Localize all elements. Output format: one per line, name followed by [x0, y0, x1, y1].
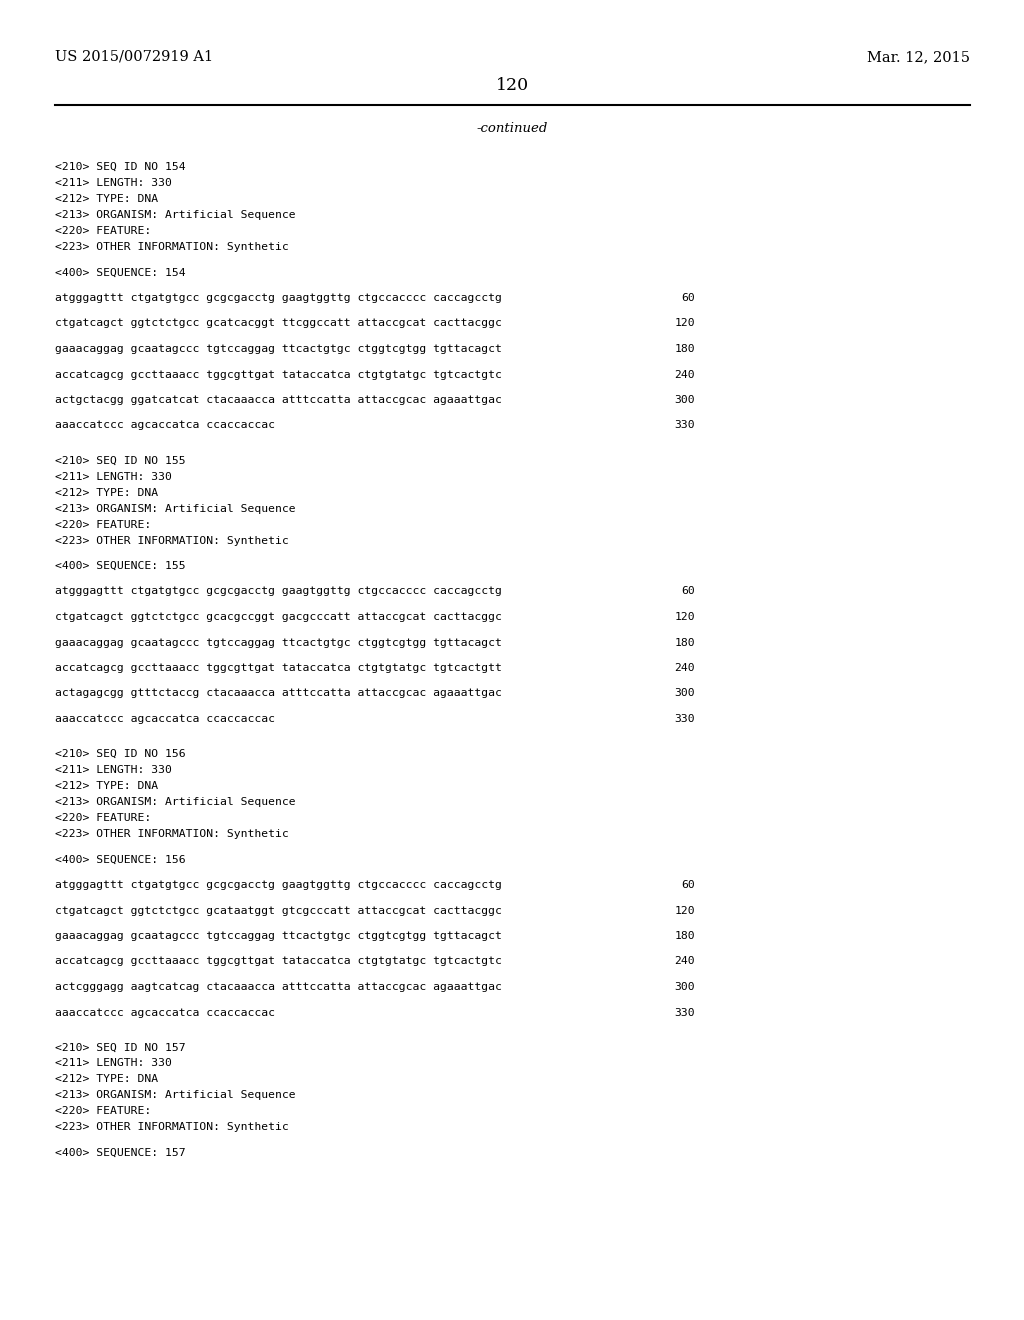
- Text: 240: 240: [675, 957, 695, 966]
- Text: ctgatcagct ggtctctgcc gcacgccggt gacgcccatt attaccgcat cacttacggc: ctgatcagct ggtctctgcc gcacgccggt gacgccc…: [55, 612, 502, 622]
- Text: 300: 300: [675, 689, 695, 698]
- Text: <400> SEQUENCE: 154: <400> SEQUENCE: 154: [55, 268, 185, 277]
- Text: actagagcgg gtttctaccg ctacaaacca atttccatta attaccgcac agaaattgac: actagagcgg gtttctaccg ctacaaacca atttcca…: [55, 689, 502, 698]
- Text: <223> OTHER INFORMATION: Synthetic: <223> OTHER INFORMATION: Synthetic: [55, 829, 289, 840]
- Text: accatcagcg gccttaaacc tggcgttgat tataccatca ctgtgtatgc tgtcactgtc: accatcagcg gccttaaacc tggcgttgat tatacca…: [55, 957, 502, 966]
- Text: aaaccatccc agcaccatca ccaccaccac: aaaccatccc agcaccatca ccaccaccac: [55, 714, 275, 723]
- Text: gaaacaggag gcaatagccc tgtccaggag ttcactgtgc ctggtcgtgg tgttacagct: gaaacaggag gcaatagccc tgtccaggag ttcactg…: [55, 638, 502, 648]
- Text: 300: 300: [675, 982, 695, 993]
- Text: 330: 330: [675, 421, 695, 430]
- Text: <213> ORGANISM: Artificial Sequence: <213> ORGANISM: Artificial Sequence: [55, 797, 296, 807]
- Text: <220> FEATURE:: <220> FEATURE:: [55, 226, 152, 236]
- Text: <212> TYPE: DNA: <212> TYPE: DNA: [55, 487, 158, 498]
- Text: <212> TYPE: DNA: <212> TYPE: DNA: [55, 194, 158, 205]
- Text: accatcagcg gccttaaacc tggcgttgat tataccatca ctgtgtatgc tgtcactgtc: accatcagcg gccttaaacc tggcgttgat tatacca…: [55, 370, 502, 380]
- Text: aaaccatccc agcaccatca ccaccaccac: aaaccatccc agcaccatca ccaccaccac: [55, 1007, 275, 1018]
- Text: <223> OTHER INFORMATION: Synthetic: <223> OTHER INFORMATION: Synthetic: [55, 536, 289, 545]
- Text: -continued: -continued: [476, 121, 548, 135]
- Text: 240: 240: [675, 663, 695, 673]
- Text: <211> LENGTH: 330: <211> LENGTH: 330: [55, 766, 172, 775]
- Text: <220> FEATURE:: <220> FEATURE:: [55, 813, 152, 822]
- Text: 240: 240: [675, 370, 695, 380]
- Text: <400> SEQUENCE: 157: <400> SEQUENCE: 157: [55, 1148, 185, 1158]
- Text: actcgggagg aagtcatcag ctacaaacca atttccatta attaccgcac agaaattgac: actcgggagg aagtcatcag ctacaaacca atttcca…: [55, 982, 502, 993]
- Text: 180: 180: [675, 931, 695, 941]
- Text: 60: 60: [681, 586, 695, 597]
- Text: ctgatcagct ggtctctgcc gcataatggt gtcgcccatt attaccgcat cacttacggc: ctgatcagct ggtctctgcc gcataatggt gtcgccc…: [55, 906, 502, 916]
- Text: <211> LENGTH: 330: <211> LENGTH: 330: [55, 471, 172, 482]
- Text: 60: 60: [681, 880, 695, 890]
- Text: atgggagttt ctgatgtgcc gcgcgacctg gaagtggttg ctgccacccc caccagcctg: atgggagttt ctgatgtgcc gcgcgacctg gaagtgg…: [55, 586, 502, 597]
- Text: 60: 60: [681, 293, 695, 304]
- Text: <213> ORGANISM: Artificial Sequence: <213> ORGANISM: Artificial Sequence: [55, 210, 296, 220]
- Text: <210> SEQ ID NO 157: <210> SEQ ID NO 157: [55, 1043, 185, 1052]
- Text: <210> SEQ ID NO 155: <210> SEQ ID NO 155: [55, 455, 185, 466]
- Text: <223> OTHER INFORMATION: Synthetic: <223> OTHER INFORMATION: Synthetic: [55, 242, 289, 252]
- Text: US 2015/0072919 A1: US 2015/0072919 A1: [55, 50, 213, 63]
- Text: <400> SEQUENCE: 155: <400> SEQUENCE: 155: [55, 561, 185, 572]
- Text: <213> ORGANISM: Artificial Sequence: <213> ORGANISM: Artificial Sequence: [55, 503, 296, 513]
- Text: 120: 120: [675, 906, 695, 916]
- Text: gaaacaggag gcaatagccc tgtccaggag ttcactgtgc ctggtcgtgg tgttacagct: gaaacaggag gcaatagccc tgtccaggag ttcactg…: [55, 931, 502, 941]
- Text: 120: 120: [496, 77, 528, 94]
- Text: actgctacgg ggatcatcat ctacaaacca atttccatta attaccgcac agaaattgac: actgctacgg ggatcatcat ctacaaacca atttcca…: [55, 395, 502, 405]
- Text: <213> ORGANISM: Artificial Sequence: <213> ORGANISM: Artificial Sequence: [55, 1090, 296, 1101]
- Text: 180: 180: [675, 638, 695, 648]
- Text: <212> TYPE: DNA: <212> TYPE: DNA: [55, 1074, 158, 1085]
- Text: accatcagcg gccttaaacc tggcgttgat tataccatca ctgtgtatgc tgtcactgtt: accatcagcg gccttaaacc tggcgttgat tatacca…: [55, 663, 502, 673]
- Text: <400> SEQUENCE: 156: <400> SEQUENCE: 156: [55, 854, 185, 865]
- Text: <212> TYPE: DNA: <212> TYPE: DNA: [55, 781, 158, 791]
- Text: 120: 120: [675, 318, 695, 329]
- Text: atgggagttt ctgatgtgcc gcgcgacctg gaagtggttg ctgccacccc caccagcctg: atgggagttt ctgatgtgcc gcgcgacctg gaagtgg…: [55, 880, 502, 890]
- Text: 330: 330: [675, 714, 695, 723]
- Text: <223> OTHER INFORMATION: Synthetic: <223> OTHER INFORMATION: Synthetic: [55, 1122, 289, 1133]
- Text: atgggagttt ctgatgtgcc gcgcgacctg gaagtggttg ctgccacccc caccagcctg: atgggagttt ctgatgtgcc gcgcgacctg gaagtgg…: [55, 293, 502, 304]
- Text: <210> SEQ ID NO 154: <210> SEQ ID NO 154: [55, 162, 185, 172]
- Text: <220> FEATURE:: <220> FEATURE:: [55, 1106, 152, 1117]
- Text: 330: 330: [675, 1007, 695, 1018]
- Text: <210> SEQ ID NO 156: <210> SEQ ID NO 156: [55, 748, 185, 759]
- Text: <220> FEATURE:: <220> FEATURE:: [55, 520, 152, 529]
- Text: 180: 180: [675, 345, 695, 354]
- Text: Mar. 12, 2015: Mar. 12, 2015: [867, 50, 970, 63]
- Text: <211> LENGTH: 330: <211> LENGTH: 330: [55, 178, 172, 187]
- Text: ctgatcagct ggtctctgcc gcatcacggt ttcggccatt attaccgcat cacttacggc: ctgatcagct ggtctctgcc gcatcacggt ttcggcc…: [55, 318, 502, 329]
- Text: aaaccatccc agcaccatca ccaccaccac: aaaccatccc agcaccatca ccaccaccac: [55, 421, 275, 430]
- Text: 300: 300: [675, 395, 695, 405]
- Text: 120: 120: [675, 612, 695, 622]
- Text: gaaacaggag gcaatagccc tgtccaggag ttcactgtgc ctggtcgtgg tgttacagct: gaaacaggag gcaatagccc tgtccaggag ttcactg…: [55, 345, 502, 354]
- Text: <211> LENGTH: 330: <211> LENGTH: 330: [55, 1059, 172, 1068]
